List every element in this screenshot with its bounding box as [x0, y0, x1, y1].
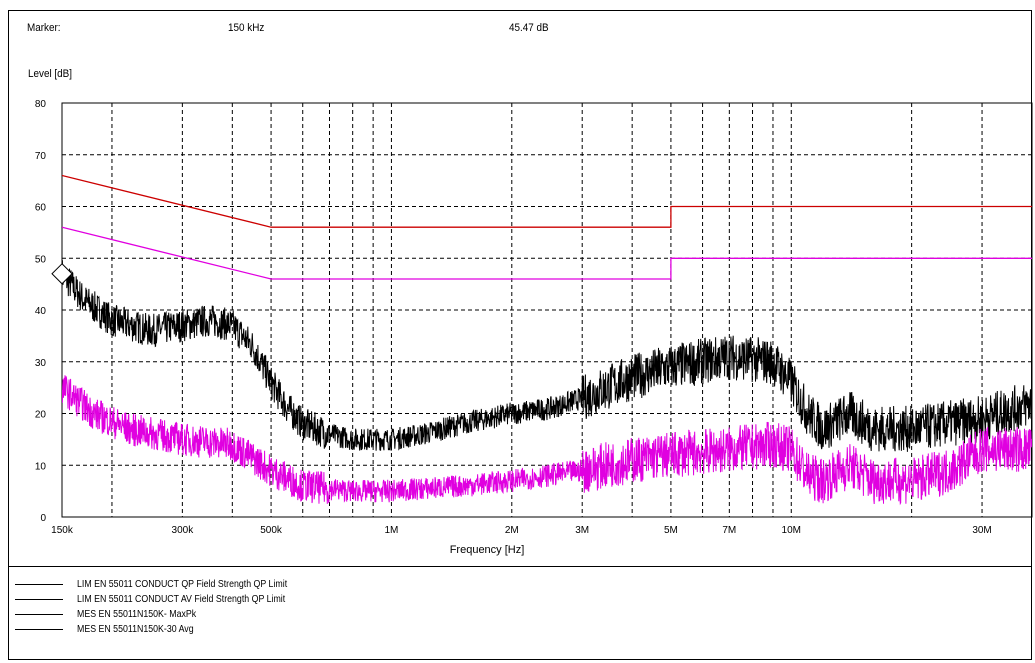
y-tick-label: 50 [35, 254, 47, 265]
x-tick-label: 2M [505, 525, 519, 536]
marker-frequency: 150 kHz [228, 22, 265, 34]
measurement-trace [62, 260, 1032, 452]
legend-entry-avg: MES EN 55011N150K-30 Avg [15, 623, 210, 635]
x-tick-label: 500k [260, 525, 283, 536]
legend-entry-qp-limit: LIM EN 55011 CONDUCT QP Field Strength Q… [15, 578, 316, 590]
legend-line [15, 628, 63, 630]
limit-line [62, 174, 1032, 228]
measurement-trace [62, 375, 1032, 506]
x-tick-label: 5M [664, 525, 678, 536]
x-tick-label: 150k [51, 525, 74, 536]
x-tick-label: 7M [722, 525, 736, 536]
y-tick-label: 30 [35, 358, 47, 369]
legend-separator [8, 566, 1032, 567]
y-tick-label: 40 [35, 306, 47, 317]
limit-line [62, 226, 1032, 280]
marker-diamond [51, 263, 73, 285]
y-tick-label: 10 [35, 461, 47, 472]
y-tick-label: 80 [35, 99, 47, 110]
legend-entry-maxpk: MES EN 55011N150K- MaxPk [15, 608, 212, 620]
marker-label: Marker: [27, 22, 61, 34]
x-tick-label: 30M [972, 525, 991, 536]
legend-text: MES EN 55011N150K- MaxPk [77, 608, 197, 620]
y-tick-label: 70 [35, 151, 47, 162]
x-tick-label: 300k [172, 525, 195, 536]
x-axis-label: Frequency [Hz] [450, 544, 525, 556]
x-tick-label: 1M [384, 525, 398, 536]
legend-line [15, 598, 63, 600]
y-axis-label: Level [dB] [28, 68, 73, 80]
marker-level: 45.47 dB [509, 22, 549, 34]
x-tick-label: 10M [782, 525, 801, 536]
legend-line [15, 613, 63, 615]
x-tick-label: 3M [575, 525, 589, 536]
legend-text: LIM EN 55011 CONDUCT QP Field Strength Q… [77, 578, 288, 590]
emc-plot: 0 10 20 30 40 50 60 70 80 150k 300k 500k 1M 2M 3M 5M 7M 1… [35, 99, 1033, 556]
y-tick-label: 0 [40, 513, 46, 524]
legend-entry-av-limit: LIM EN 55011 CONDUCT AV Field Strength Q… [15, 593, 314, 605]
y-tick-label: 20 [35, 410, 47, 421]
legend-line [15, 583, 63, 585]
y-tick-label: 60 [35, 203, 47, 214]
legend-text: MES EN 55011N150K-30 Avg [77, 623, 194, 635]
legend-text: LIM EN 55011 CONDUCT AV Field Strength Q… [77, 593, 286, 605]
